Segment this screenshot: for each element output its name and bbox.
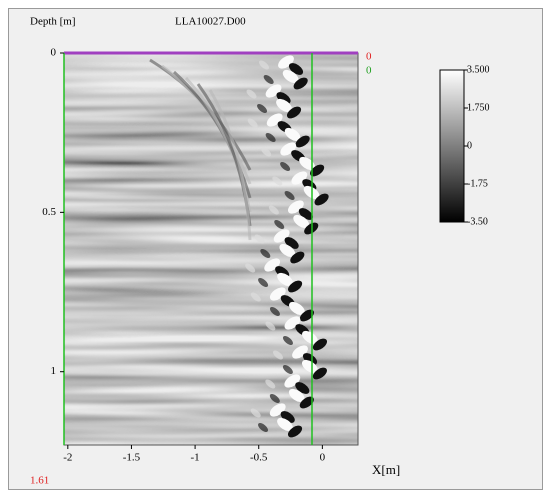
diffraction-arc — [208, 89, 252, 241]
reflection-edge — [284, 191, 295, 200]
chart-title: LLA10027.D00 — [175, 16, 246, 28]
reflection-edge — [273, 350, 283, 360]
reflection-light — [264, 258, 281, 272]
reflection-dark — [295, 135, 310, 148]
reflection-edge — [265, 379, 276, 389]
radargram-image — [64, 53, 358, 445]
reflection-light — [289, 301, 305, 316]
reflection-edge — [254, 234, 265, 244]
reflection-light — [273, 229, 290, 243]
reflection-edge — [272, 176, 283, 186]
colorbar-tick-label: 3.500 — [467, 64, 490, 75]
reflection-edge — [282, 336, 293, 345]
reflection-edge — [274, 220, 285, 229]
reflection-light — [288, 388, 305, 403]
reflection-light — [278, 55, 294, 69]
reflection-dark — [310, 164, 325, 177]
reflection-light — [277, 417, 293, 432]
colorbar-tick-label: 1.750 — [467, 102, 490, 113]
reflection-light — [291, 171, 308, 185]
reflection-dark — [299, 309, 314, 322]
reflection-dark — [287, 106, 302, 119]
x-tick-label: -1.5 — [123, 452, 141, 464]
colorbar — [439, 69, 465, 223]
reflection-light — [282, 69, 299, 84]
reflection-edge — [280, 162, 291, 171]
y-tick-label: 0 — [51, 47, 57, 59]
reflection-light — [269, 403, 286, 417]
reflection-light — [269, 287, 286, 301]
reflection-light — [276, 98, 292, 113]
marker-red-top: 0 — [366, 51, 372, 63]
reflection-edge — [260, 249, 271, 258]
reflection-edge — [265, 321, 276, 331]
reflection-light — [266, 113, 283, 127]
reflection-edge — [258, 423, 269, 432]
reflection-light — [302, 330, 318, 345]
colorbar-tick-label: -1.75 — [467, 178, 488, 189]
reflection-dark — [287, 425, 303, 438]
y-axis-label: Depth [m] — [30, 16, 76, 28]
reflection-dark — [299, 396, 314, 409]
reflection-light — [287, 200, 304, 214]
reflection-light — [280, 142, 297, 156]
reflection-light — [299, 156, 316, 171]
x-axis-label: X[m] — [372, 462, 400, 477]
y-tick-label: 1 — [51, 365, 57, 377]
reflection-dark — [312, 367, 327, 380]
reflection-edge — [269, 307, 280, 316]
reflection-edge — [259, 60, 269, 70]
colorbar-tick-label: 0 — [467, 140, 472, 151]
reflection-edge — [282, 365, 293, 374]
reflection-dark — [314, 193, 329, 206]
reflection-light — [292, 345, 308, 359]
reflection-light — [284, 316, 301, 330]
reflection-edge — [265, 133, 276, 142]
reflection-edge — [269, 394, 280, 403]
reflection-light — [293, 214, 310, 229]
reflection-light — [284, 127, 301, 142]
reflection-edge — [257, 104, 268, 113]
reflection-light — [277, 272, 293, 287]
x-tick-label: -1 — [191, 452, 200, 464]
reflection-edge — [263, 75, 274, 84]
reflection-light — [279, 243, 296, 258]
reflection-edge — [250, 292, 261, 302]
reflection-edge — [246, 89, 257, 99]
x-tick-label: -0.5 — [250, 452, 268, 464]
reflection-edge — [261, 147, 272, 157]
colorbar-tick-label: -3.50 — [467, 216, 488, 227]
reflection-edge — [247, 118, 258, 128]
reflection-dark — [288, 280, 303, 293]
image-bands — [64, 53, 358, 445]
x-tick-label: 0 — [320, 452, 326, 464]
x-tick-label: -2 — [63, 452, 72, 464]
reflection-dark — [290, 251, 305, 264]
reflection-light — [284, 374, 301, 388]
reflection-dark — [312, 338, 328, 351]
reflection-edge — [250, 408, 261, 418]
reflection-dark — [304, 222, 319, 235]
y-tick-label: 0.5 — [42, 206, 56, 218]
reflection-edge — [258, 278, 269, 287]
reflection-light — [265, 84, 282, 98]
reflection-light — [301, 359, 318, 374]
marker-green-top: 0 — [366, 65, 372, 77]
reflection-edge — [245, 263, 256, 273]
reflection-dark — [293, 77, 308, 90]
marker-red-bottom: 1.61 — [30, 475, 49, 487]
reflection-edge — [268, 205, 279, 215]
